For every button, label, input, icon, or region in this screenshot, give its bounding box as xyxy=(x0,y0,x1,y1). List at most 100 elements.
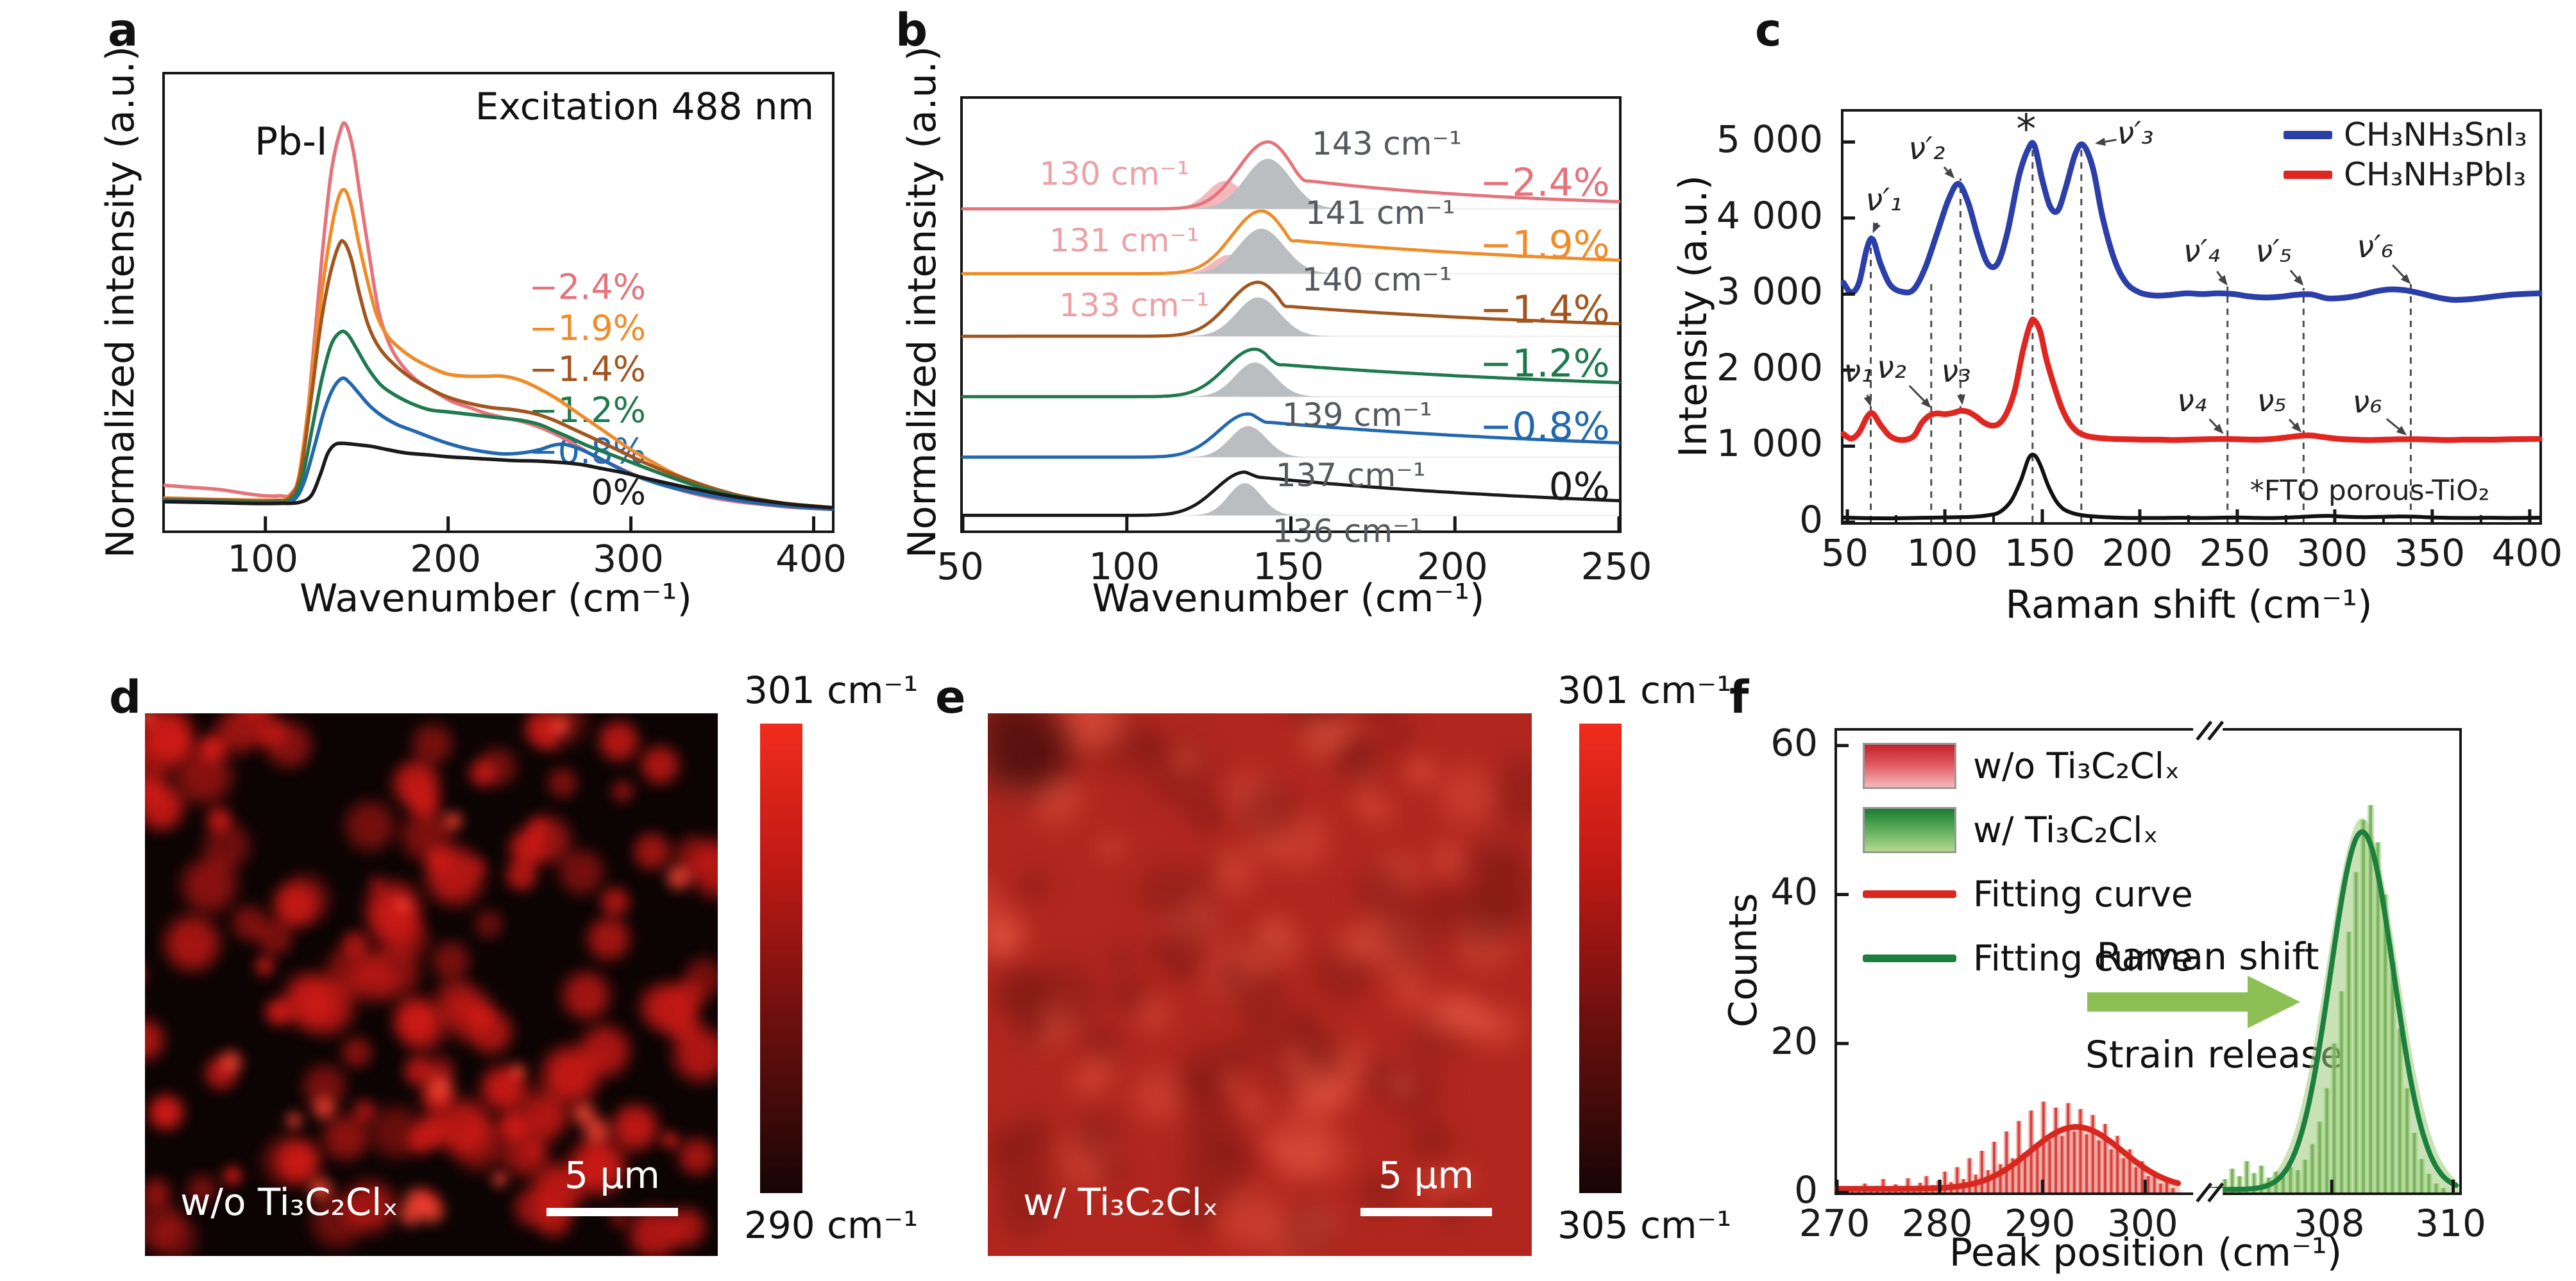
heatmap-blob xyxy=(1341,1039,1421,1119)
heatmap-blob xyxy=(1354,834,1437,917)
y-tick-label: 0 xyxy=(1799,498,1823,541)
heatmap-blob xyxy=(1158,1019,1265,1126)
heatmap-blob xyxy=(1028,985,1095,1052)
heatmap-blob xyxy=(1005,995,1051,1041)
heatmap-blob xyxy=(216,1160,248,1192)
heatmap-blob xyxy=(988,943,1073,1043)
heatmap-blob xyxy=(1280,1110,1371,1201)
heatmap-blob xyxy=(1246,905,1300,958)
heatmap-blob xyxy=(1352,785,1405,838)
heatmap-blob xyxy=(1266,1028,1331,1094)
panel-e-scalebar-label: 5 μm xyxy=(1378,1153,1474,1197)
heatmap-blob xyxy=(1361,1040,1463,1141)
x-tick-label: 400 xyxy=(775,537,847,581)
heatmap-blob xyxy=(390,892,416,918)
heatmap-blob xyxy=(396,713,468,780)
heatmap-blob xyxy=(1320,722,1404,806)
heatmap-blob xyxy=(1232,802,1307,877)
heatmap-blob xyxy=(1069,1033,1131,1094)
heatmap-blob xyxy=(1292,713,1351,759)
heatmap-blob xyxy=(486,1166,513,1193)
heatmap-blob xyxy=(145,1167,180,1216)
heatmap-blob xyxy=(563,1093,604,1135)
heatmap-blob xyxy=(1341,779,1388,826)
y-tick-label: 5 000 xyxy=(1716,117,1823,162)
heatmap-blob xyxy=(1203,751,1300,846)
heatmap-blob xyxy=(1461,817,1532,902)
panel-e-map-label: w/ Ti₃C₂Clₓ xyxy=(1023,1180,1219,1224)
heatmap-blob xyxy=(1183,847,1233,897)
legend-f-entry: w/ Ti₃C₂Clₓ xyxy=(1863,806,2193,854)
heatmap-blob xyxy=(459,750,506,797)
legend-f-swatch xyxy=(1863,890,1956,898)
panel-d-colorbar-top-label: 301 cm⁻¹ xyxy=(744,668,919,712)
panel-f-xlabel: Peak position (cm⁻¹) xyxy=(1949,1230,2343,1275)
heatmap-blob xyxy=(1223,1079,1280,1135)
heatmap-blob xyxy=(545,954,627,1037)
heatmap-blob xyxy=(1214,1026,1269,1080)
heatmap-blob xyxy=(1181,922,1280,1021)
strain-release-annotation: Strain release xyxy=(2085,1033,2343,1076)
heatmap-blob xyxy=(145,987,147,1019)
heatmap-blob xyxy=(1339,749,1393,802)
heatmap-blob xyxy=(1067,1008,1139,1080)
heatmap-blob xyxy=(1165,1080,1264,1180)
heatmap-blob xyxy=(1212,1131,1263,1182)
heatmap-blob xyxy=(1418,863,1527,972)
panel-a-plot: Pb-I Excitation 488 nm −2.4% −1.9% −1.4% −1… xyxy=(162,72,835,533)
heatmap-blob xyxy=(1285,1015,1366,1096)
x-tick-label: 200 xyxy=(410,537,481,581)
heatmap-blob xyxy=(211,1042,251,1082)
x-tick-label: 50 xyxy=(1821,531,1868,575)
heatmap-blob xyxy=(1282,713,1366,781)
heatmap-blob xyxy=(1459,987,1532,1068)
panel-d-map-label: w/o Ti₃C₂Clₓ xyxy=(180,1180,399,1224)
heatmap-blob xyxy=(1208,943,1308,1043)
legend-a-entry: −1.4% xyxy=(529,349,646,389)
heatmap-blob xyxy=(1247,787,1352,892)
heatmap-blob xyxy=(988,956,1060,1035)
raman-shift-annotation: Raman shift xyxy=(2096,935,2319,978)
heatmap-blob xyxy=(1093,956,1170,1033)
y-tick-label: 60 xyxy=(1770,721,1818,765)
y-tick-label: 4 000 xyxy=(1716,193,1823,237)
panel-f-legend: w/o Ti₃C₂Clₓ w/ Ti₃C₂Clₓ Fitting curve Fitt… xyxy=(1863,742,2193,999)
heatmap-blob xyxy=(1157,1049,1239,1132)
heatmap-blob xyxy=(507,799,589,881)
panel-c-letter: c xyxy=(1755,4,1782,56)
panel-d-colorbar xyxy=(760,724,802,1193)
heatmap-blob xyxy=(391,1194,430,1234)
heatmap-blob xyxy=(1137,867,1242,972)
panel-e-colorbar-top-label: 301 cm⁻¹ xyxy=(1557,668,1732,712)
heatmap-blob xyxy=(1158,731,1214,786)
heatmap-blob xyxy=(1120,981,1185,1047)
panel-b-plot xyxy=(960,96,1622,533)
heatmap-blob xyxy=(1250,1121,1299,1170)
panel-f-ylabel: Counts xyxy=(1721,893,1766,1028)
heatmap-blob xyxy=(1284,1053,1364,1133)
heatmap-blob xyxy=(999,997,1064,1063)
plot-c-svg xyxy=(1840,137,2543,524)
heatmap-blob xyxy=(1316,729,1374,786)
heatmap-blob xyxy=(1433,860,1532,974)
heatmap-blob xyxy=(1097,935,1144,981)
heatmap-blob xyxy=(1325,1044,1368,1086)
heatmap-blob xyxy=(1116,713,1241,833)
heatmap-blob xyxy=(1412,872,1466,926)
heatmap-blob xyxy=(1217,758,1323,864)
panel-c-xlabel: Raman shift (cm⁻¹) xyxy=(2005,582,2373,627)
legend-f-label: Fitting curve xyxy=(1973,874,2193,915)
heatmap-blob xyxy=(1035,1105,1140,1210)
heatmap-blob xyxy=(219,892,280,954)
heatmap-blob xyxy=(1246,1087,1353,1194)
heatmap-blob xyxy=(248,949,282,983)
heatmap-blob xyxy=(1089,824,1135,870)
heatmap-blob xyxy=(1416,743,1520,847)
heatmap-blob xyxy=(518,1136,548,1167)
heatmap-blob xyxy=(1053,1091,1141,1179)
heatmap-blob xyxy=(657,856,700,899)
heatmap-blob xyxy=(1408,1157,1464,1213)
panel-b-letter: b xyxy=(895,4,928,56)
panel-d-scalebar xyxy=(547,1208,678,1216)
panel-a-letter: a xyxy=(108,4,139,56)
